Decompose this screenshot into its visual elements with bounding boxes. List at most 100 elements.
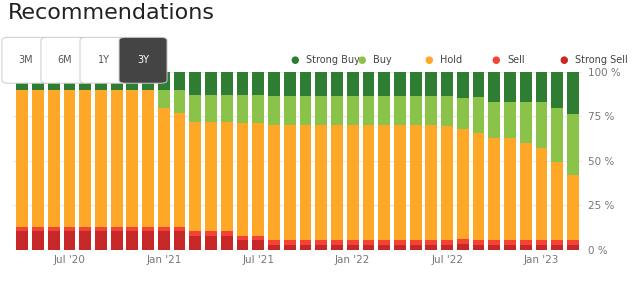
Bar bbox=[457, 98, 468, 129]
Bar bbox=[268, 240, 280, 245]
Bar bbox=[268, 72, 280, 96]
Bar bbox=[17, 90, 28, 227]
Bar bbox=[426, 125, 437, 240]
Bar bbox=[378, 96, 390, 125]
Bar bbox=[284, 72, 296, 96]
Bar bbox=[362, 72, 374, 96]
Bar bbox=[252, 123, 264, 236]
Bar bbox=[127, 227, 138, 231]
Bar bbox=[221, 72, 233, 94]
Bar bbox=[473, 240, 484, 245]
Bar bbox=[536, 102, 547, 148]
Bar bbox=[111, 90, 122, 227]
Bar bbox=[300, 240, 312, 245]
Bar bbox=[473, 245, 484, 250]
Bar bbox=[567, 114, 579, 175]
Bar bbox=[173, 227, 186, 231]
Bar bbox=[457, 72, 468, 98]
Bar bbox=[48, 72, 60, 90]
Bar bbox=[394, 72, 406, 96]
Bar bbox=[410, 125, 422, 240]
Bar bbox=[426, 72, 437, 96]
Bar bbox=[284, 125, 296, 240]
Bar bbox=[158, 227, 170, 231]
Bar bbox=[205, 122, 217, 231]
Text: 1Y: 1Y bbox=[98, 55, 110, 65]
Bar bbox=[316, 96, 327, 125]
Bar bbox=[79, 231, 91, 250]
Text: Buy: Buy bbox=[373, 55, 392, 65]
Bar bbox=[378, 245, 390, 250]
Bar bbox=[347, 72, 358, 96]
Bar bbox=[410, 72, 422, 96]
Text: ●: ● bbox=[357, 55, 366, 65]
Bar bbox=[111, 72, 122, 90]
Bar bbox=[268, 96, 280, 125]
Bar bbox=[111, 227, 122, 231]
Bar bbox=[284, 240, 296, 245]
Bar bbox=[520, 143, 532, 240]
Bar bbox=[567, 72, 579, 114]
Bar bbox=[300, 245, 312, 250]
Bar bbox=[347, 125, 358, 240]
Bar bbox=[394, 96, 406, 125]
Text: 3M: 3M bbox=[19, 55, 33, 65]
Text: 6M: 6M bbox=[58, 55, 72, 65]
Bar bbox=[142, 231, 154, 250]
Text: ●: ● bbox=[290, 55, 299, 65]
Bar bbox=[441, 126, 453, 240]
Bar bbox=[567, 240, 579, 245]
Bar bbox=[237, 95, 248, 123]
Bar bbox=[221, 122, 233, 231]
Text: Hold: Hold bbox=[440, 55, 463, 65]
Bar bbox=[158, 108, 170, 227]
Bar bbox=[79, 90, 91, 227]
Bar bbox=[316, 245, 327, 250]
Text: ●: ● bbox=[492, 55, 500, 65]
Bar bbox=[362, 245, 374, 250]
Bar bbox=[173, 72, 186, 90]
Bar bbox=[441, 72, 453, 96]
Bar bbox=[394, 125, 406, 240]
Text: ●: ● bbox=[424, 55, 433, 65]
Bar bbox=[536, 148, 547, 240]
Bar bbox=[504, 72, 516, 102]
Bar bbox=[504, 240, 516, 245]
Bar bbox=[567, 175, 579, 240]
Bar bbox=[504, 102, 516, 138]
Bar bbox=[347, 240, 358, 245]
Bar bbox=[189, 122, 201, 231]
Bar bbox=[347, 96, 358, 125]
Bar bbox=[189, 231, 201, 236]
Bar bbox=[441, 240, 453, 245]
Bar bbox=[63, 231, 76, 250]
Bar bbox=[551, 240, 563, 245]
Bar bbox=[504, 138, 516, 240]
Bar bbox=[284, 245, 296, 250]
Bar bbox=[79, 72, 91, 90]
Bar bbox=[300, 125, 312, 240]
Bar bbox=[300, 96, 312, 125]
Bar bbox=[316, 72, 327, 96]
Bar bbox=[316, 240, 327, 245]
Bar bbox=[127, 90, 138, 227]
Bar bbox=[488, 72, 500, 102]
Bar bbox=[410, 96, 422, 125]
Bar bbox=[221, 94, 233, 122]
Bar bbox=[95, 227, 107, 231]
Bar bbox=[173, 231, 186, 250]
Bar bbox=[127, 231, 138, 250]
Bar bbox=[189, 236, 201, 250]
Bar bbox=[17, 231, 28, 250]
Bar bbox=[473, 97, 484, 133]
Bar bbox=[48, 231, 60, 250]
Bar bbox=[331, 245, 343, 250]
Bar bbox=[252, 95, 264, 123]
Bar bbox=[488, 240, 500, 245]
Bar bbox=[142, 227, 154, 231]
Bar bbox=[551, 72, 563, 108]
Bar bbox=[95, 231, 107, 250]
Bar bbox=[394, 245, 406, 250]
Bar bbox=[426, 245, 437, 250]
Bar bbox=[551, 245, 563, 250]
